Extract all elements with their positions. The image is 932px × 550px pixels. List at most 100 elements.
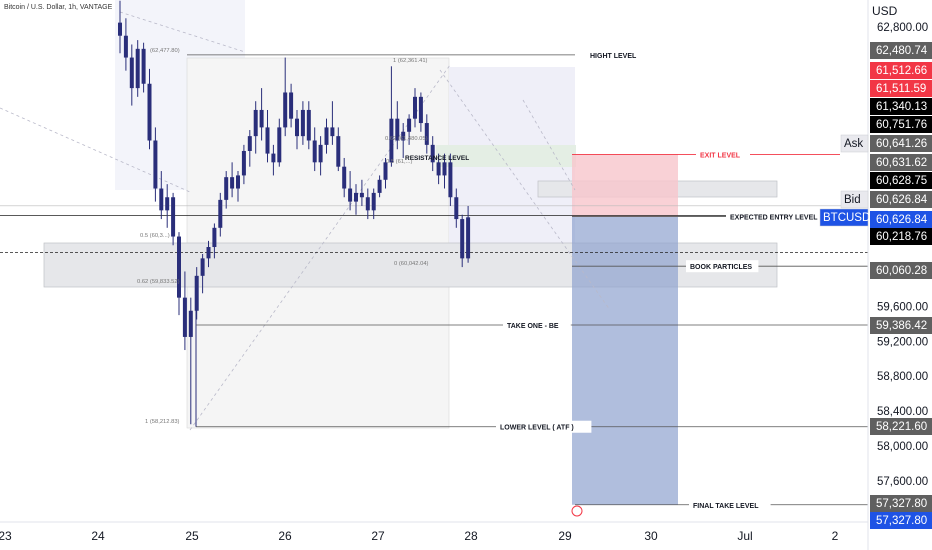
candle-body-58 [460,219,465,259]
candle-body-26 [271,153,276,163]
price-tag-1 [870,62,932,79]
candle-body-5 [147,83,152,141]
price-tag-3 [870,98,932,115]
level-label-bg-3 [686,260,759,273]
side-tag-text-9: BTCUSD [823,212,870,224]
price-tag-text-2: 61,511.59 [876,83,926,95]
annotation-5: 0.5 (60,3...) [140,233,170,239]
price-tag-text-6: 60,631.62 [876,157,927,169]
side-tag-text-8: Bid [844,194,861,206]
x-tick-9: 2 [832,529,839,543]
level-label-3: BOOK PARTICLES [690,264,752,271]
candle-body-3 [135,48,140,89]
candle-body-53 [430,144,435,163]
candle-body-35 [324,127,329,145]
price-tag-8 [870,191,932,208]
y-tick-1: 59,600.00 [877,301,928,313]
x-tick-6: 29 [558,529,572,543]
candle-body-45 [383,162,388,180]
clock-icon [571,505,583,517]
candle-body-41 [359,192,364,198]
guide-line-3 [439,69,611,311]
candle-body-16 [212,227,217,248]
level-label-0: HIGHT LEVEL [590,53,637,60]
candle-body-47 [395,118,400,141]
annotation-1: (62,477.80) [150,48,180,54]
annotation-7: 0 (60,042.04) [394,261,429,267]
candle-body-18 [224,177,229,200]
price-tag-15 [870,512,932,529]
candle-body-50 [413,96,417,119]
candle-body-27 [277,127,282,163]
currency-label[interactable]: USD [872,4,898,18]
side-tag-text-5: Ask [844,138,863,150]
candle-body-33 [312,140,317,163]
level-label-4: TAKE ONE - BE [507,323,559,330]
candle-body-20 [236,175,240,189]
level-label-bg-6 [689,498,771,511]
candle-body-25 [265,127,270,154]
level-label-1: EXIT LEVEL [700,152,741,159]
price-tag-6 [870,154,932,171]
candle-body-32 [306,109,311,141]
candle-body-2 [129,57,134,89]
price-tag-text-14: 57,327.80 [876,498,927,510]
price-tag-13 [870,418,932,435]
level-label-bg-1 [696,148,750,161]
y-tick-0: 62,800.00 [877,22,928,34]
candle-body-11 [182,297,187,337]
price-tag-text-3: 61,340.13 [876,101,927,113]
candle-body-42 [365,197,370,211]
candle-body-46 [389,118,394,163]
level-label-bg-5 [496,420,592,433]
side-tag-8 [840,190,869,209]
price-tag-text-8: 60,626.84 [876,194,928,206]
candle-body-40 [354,192,358,202]
level-label-bg-2 [726,210,826,223]
level-label-2: EXPECTED ENTRY LEVEL [730,215,818,222]
price-tag-0 [870,42,932,59]
price-tag-text-7: 60,628.75 [876,175,927,187]
x-tick-7: 30 [644,529,658,543]
candle-body-38 [342,166,347,189]
candle-body-51 [418,96,423,124]
candle-body-17 [218,199,223,228]
x-tick-1: 24 [91,529,105,543]
candle-body-19 [230,177,235,189]
y-tick-6: 57,600.00 [877,476,928,488]
candle-body-31 [300,109,305,137]
guide-line-0 [119,11,246,53]
candle-body-8 [165,197,170,211]
annotation-8: 1 (58,212.83) [145,419,180,425]
price-tag-14 [870,495,932,512]
candle-body-43 [371,192,376,211]
resistance-zone [436,145,576,167]
price-tag-2 [870,80,932,97]
price-tag-5 [870,135,932,152]
candle-body-59 [466,217,471,259]
candle-body-22 [247,136,252,151]
price-tag-7 [870,172,932,189]
x-tick-3: 26 [278,529,292,543]
candle-body-9 [171,197,176,237]
y-tick-4: 58,400.00 [877,406,928,418]
price-tag-12 [870,317,932,334]
stop-loss-zone [572,154,678,217]
candle-body-48 [401,131,406,141]
price-tag-text-1: 61,512.66 [876,65,927,77]
price-tag-text-12: 59,386.42 [876,320,927,332]
price-tag-text-9: 60,626.84 [876,214,928,226]
price-tag-text-0: 62,480.74 [876,45,928,57]
price-tag-text-13: 58,221.60 [876,421,927,433]
candle-body-10 [177,236,181,298]
candle-body-54 [436,162,441,176]
candle-body-15 [206,247,211,259]
x-tick-5: 28 [464,529,478,543]
x-tick-8: Jul [737,529,752,543]
symbol-title: Bitcoin / U.S. Dollar, 1h, VANTAGE [4,4,113,11]
price-tag-text-10: 60,218.76 [876,231,927,243]
take-profit-zone [572,216,678,505]
candle-body-6 [153,140,158,189]
candle-body-0 [118,22,122,36]
